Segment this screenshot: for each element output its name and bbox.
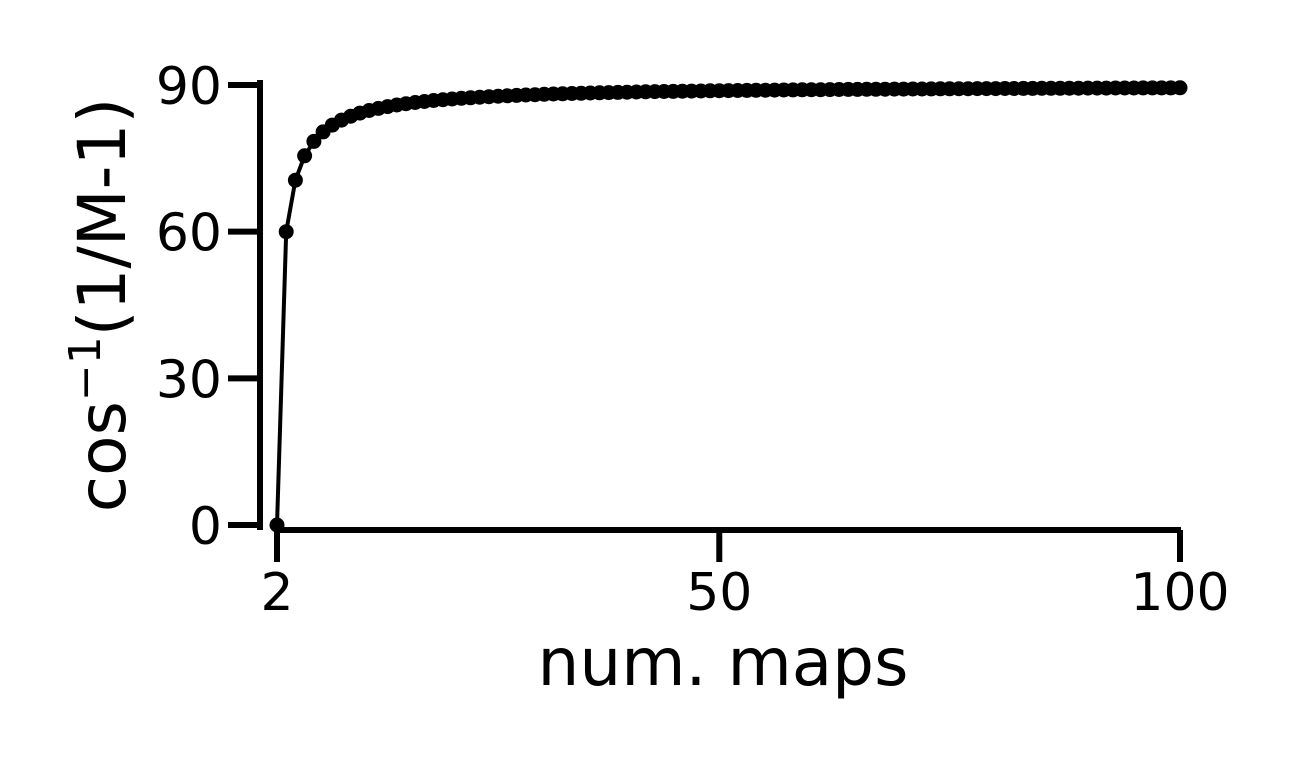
data-point — [269, 517, 285, 533]
data-point — [1172, 80, 1188, 96]
x-axis-title: num. maps — [538, 624, 909, 701]
x-tick-label: 100 — [1130, 563, 1229, 623]
axes — [257, 80, 1181, 533]
data-point — [306, 133, 322, 149]
ticks: 0 30 60 90 2 50 100 — [156, 57, 1230, 623]
data-point — [287, 172, 303, 188]
y-tick-label: 0 — [189, 497, 222, 557]
series-line — [275, 85, 1181, 526]
y-axis-title-suffix: (1/M-1) — [64, 98, 141, 336]
x-tick-label: 2 — [260, 563, 293, 623]
data-point — [278, 224, 294, 240]
y-tick-label: 30 — [156, 350, 222, 410]
y-tick-label: 60 — [156, 204, 222, 264]
data-series — [269, 80, 1188, 533]
y-axis-title-base: cos — [64, 401, 141, 512]
data-point — [297, 148, 313, 164]
x-tick-label: 50 — [686, 563, 752, 623]
y-axis-title: cos−1(1/M-1) — [60, 98, 141, 512]
y-tick-label: 90 — [156, 57, 222, 117]
y-axis-title-superscript: −1 — [60, 336, 111, 401]
